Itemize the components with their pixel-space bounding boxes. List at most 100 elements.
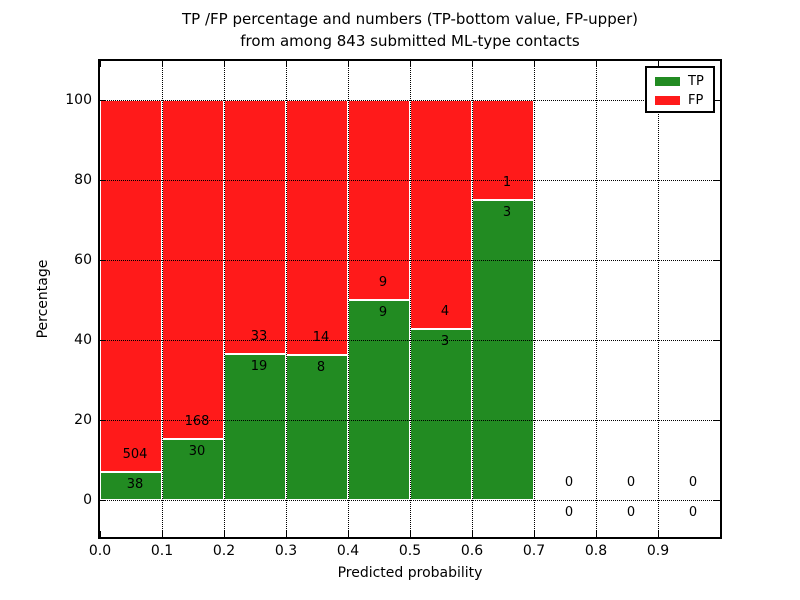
x-tick-mark-top xyxy=(596,61,597,67)
x-tick-mark xyxy=(100,531,101,537)
bar-fp-segment xyxy=(286,100,348,355)
tp-count-label: 0 xyxy=(688,505,698,520)
fp-count-label: 14 xyxy=(312,329,330,345)
x-gridline xyxy=(224,61,225,537)
y-tick-mark-right xyxy=(714,340,720,341)
x-tick-label: 0.4 xyxy=(336,543,360,559)
x-tick-mark-top xyxy=(162,61,163,67)
legend-entry-fp: FP xyxy=(655,94,713,107)
tp-count-label: 38 xyxy=(126,476,144,492)
x-tick-label: 0.8 xyxy=(584,543,608,559)
bar-tp-segment xyxy=(410,328,472,500)
x-tick-mark xyxy=(224,531,225,537)
bar-tp-segment xyxy=(286,354,348,500)
x-gridline xyxy=(596,61,597,537)
tp-count-label: 0 xyxy=(626,505,636,520)
y-tick-mark xyxy=(100,180,106,181)
fp-count-label: 504 xyxy=(122,446,148,462)
x-tick-mark-top xyxy=(472,61,473,67)
legend-swatch-tp xyxy=(655,77,680,86)
y-tick-mark xyxy=(100,260,106,261)
fp-count-label: 0 xyxy=(564,475,574,490)
tp-count-label: 30 xyxy=(188,444,206,460)
tp-count-label: 3 xyxy=(440,333,450,349)
y-tick-label: 40 xyxy=(74,332,92,348)
y-tick-label: 80 xyxy=(74,172,92,188)
x-tick-label: 0.7 xyxy=(522,543,546,559)
bar-fp-segment xyxy=(100,100,162,472)
tp-count-label: 0 xyxy=(564,505,574,520)
bar-fp-segment xyxy=(162,100,224,440)
y-tick-mark-right xyxy=(714,260,720,261)
y-tick-mark-right xyxy=(714,100,720,101)
x-tick-label: 0.3 xyxy=(274,543,298,559)
x-tick-mark xyxy=(534,531,535,537)
x-tick-label: 0.5 xyxy=(398,543,422,559)
y-tick-label: 60 xyxy=(74,252,92,268)
x-tick-mark-top xyxy=(224,61,225,67)
fp-count-label: 0 xyxy=(626,475,636,490)
x-tick-label: 0.0 xyxy=(88,543,112,559)
bar-fp-segment xyxy=(348,100,410,300)
tp-count-label: 3 xyxy=(502,205,512,220)
x-gridline xyxy=(658,61,659,537)
bar-tp-segment xyxy=(224,353,286,500)
fp-count-label: 33 xyxy=(250,328,268,344)
x-tick-label: 0.9 xyxy=(646,543,670,559)
x-tick-label: 0.6 xyxy=(460,543,484,559)
x-gridline xyxy=(348,61,349,537)
bar-tp-segment xyxy=(472,200,534,500)
chart-title: TP /FP percentage and numbers (TP-bottom… xyxy=(20,8,800,52)
x-tick-mark-top xyxy=(100,61,101,67)
y-tick-label: 0 xyxy=(83,492,92,508)
fp-count-label: 1 xyxy=(502,175,512,190)
y-tick-label: 100 xyxy=(65,92,92,108)
x-gridline xyxy=(410,61,411,537)
x-gridline xyxy=(534,61,535,537)
chart-title-line2: from among 843 submitted ML-type contact… xyxy=(240,32,580,50)
chart-title-line1: TP /FP percentage and numbers (TP-bottom… xyxy=(182,10,638,28)
x-tick-label: 0.2 xyxy=(212,543,236,559)
y-tick-mark-right xyxy=(714,180,720,181)
y-tick-mark xyxy=(100,500,106,501)
legend-label-fp: FP xyxy=(688,93,704,108)
x-axis-label: Predicted probability xyxy=(337,565,483,581)
x-tick-mark-top xyxy=(286,61,287,67)
plot-area: Percentage Predicted probability TP FP 0… xyxy=(35,59,722,581)
bar-tp-segment xyxy=(348,300,410,500)
y-tick-mark xyxy=(100,340,106,341)
x-tick-mark xyxy=(410,531,411,537)
x-tick-mark xyxy=(658,531,659,537)
y-tick-mark xyxy=(100,100,106,101)
bar-tp-segment xyxy=(162,439,224,500)
fp-count-label: 168 xyxy=(184,414,210,430)
y-tick-label: 20 xyxy=(74,412,92,428)
fp-count-label: 9 xyxy=(378,275,388,290)
x-tick-mark xyxy=(472,531,473,537)
x-tick-mark-top xyxy=(410,61,411,67)
fp-count-label: 0 xyxy=(688,475,698,490)
tp-count-label: 19 xyxy=(250,358,268,374)
fp-count-label: 4 xyxy=(440,303,450,319)
bar-tp-segment xyxy=(100,471,162,500)
y-axis-label: Percentage xyxy=(35,259,51,339)
x-tick-mark-top xyxy=(534,61,535,67)
x-tick-mark xyxy=(348,531,349,537)
x-tick-mark-top xyxy=(348,61,349,67)
x-tick-mark xyxy=(162,531,163,537)
bar-fp-segment xyxy=(410,100,472,329)
tp-count-label: 9 xyxy=(378,305,388,320)
x-gridline xyxy=(162,61,163,537)
x-gridline xyxy=(286,61,287,537)
y-tick-mark-right xyxy=(714,420,720,421)
y-tick-mark xyxy=(100,420,106,421)
legend-label-tp: TP xyxy=(688,74,704,89)
legend-swatch-fp xyxy=(655,96,680,105)
legend-entry-tp: TP xyxy=(655,75,713,88)
x-tick-label: 0.1 xyxy=(150,543,174,559)
x-tick-mark xyxy=(596,531,597,537)
x-tick-mark xyxy=(286,531,287,537)
bar-fp-segment xyxy=(224,100,286,354)
x-gridline xyxy=(472,61,473,537)
